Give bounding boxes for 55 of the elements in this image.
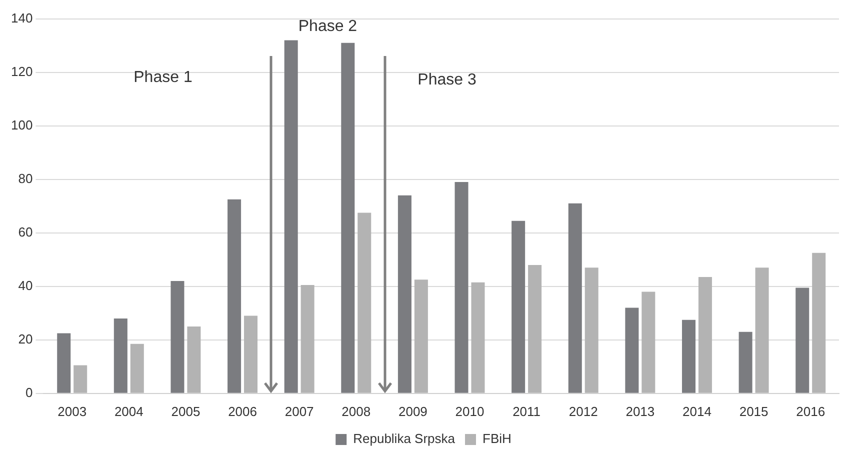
bar <box>130 344 144 393</box>
x-tick-label: 2005 <box>171 404 200 419</box>
bar <box>358 212 372 393</box>
annotation: Phase 3 <box>418 72 476 89</box>
bar <box>812 252 826 393</box>
x-tick-label: 2013 <box>626 404 655 419</box>
bar <box>414 280 428 393</box>
bar <box>57 333 71 393</box>
bar <box>642 292 656 393</box>
y-tick-label: 120 <box>10 64 33 79</box>
x-tick-label: 2010 <box>455 404 484 419</box>
bar <box>625 308 639 393</box>
bar <box>568 203 582 393</box>
bar <box>228 199 242 393</box>
legend-label: Republika Srpska <box>353 431 456 446</box>
y-tick-label: 20 <box>18 331 33 346</box>
bar <box>114 318 128 393</box>
bar <box>682 320 696 393</box>
y-tick-label: 60 <box>18 224 33 240</box>
bar <box>300 285 314 393</box>
x-tick-label: 2007 <box>284 404 314 419</box>
x-tick-label: 2012 <box>568 404 598 419</box>
bar <box>528 264 542 393</box>
y-tick-label: 100 <box>10 117 33 132</box>
annotation: Phase 2 <box>298 18 358 36</box>
x-tick-label: 2015 <box>739 404 768 419</box>
bar <box>398 195 412 393</box>
x-tick-label: 2011 <box>512 404 541 419</box>
bar <box>584 268 598 393</box>
bar <box>341 42 355 393</box>
y-tick-label: 140 <box>10 10 33 26</box>
bar <box>187 326 201 393</box>
bar <box>74 365 88 393</box>
x-tick-label: 2009 <box>398 404 428 419</box>
x-tick-label: 2004 <box>114 404 144 419</box>
y-tick-label: 80 <box>18 170 33 186</box>
bar <box>284 40 298 393</box>
bar <box>512 220 526 393</box>
bar <box>170 281 184 393</box>
annotation: Phase 1 <box>134 69 192 86</box>
bar <box>471 282 485 393</box>
x-tick-label: 2016 <box>796 404 826 419</box>
bar <box>796 288 810 393</box>
x-tick-label: 2008 <box>342 404 371 419</box>
bar <box>454 182 468 393</box>
bar <box>738 332 752 393</box>
legend-label: FBiH <box>482 431 512 446</box>
x-tick-label: 2006 <box>228 404 257 419</box>
bar <box>755 268 769 393</box>
x-tick-label: 2003 <box>58 404 87 419</box>
bar <box>244 316 258 393</box>
y-tick-label: 0 <box>25 384 33 400</box>
x-tick-label: 2014 <box>682 404 712 419</box>
bar <box>698 277 712 393</box>
y-tick-label: 40 <box>18 278 33 293</box>
